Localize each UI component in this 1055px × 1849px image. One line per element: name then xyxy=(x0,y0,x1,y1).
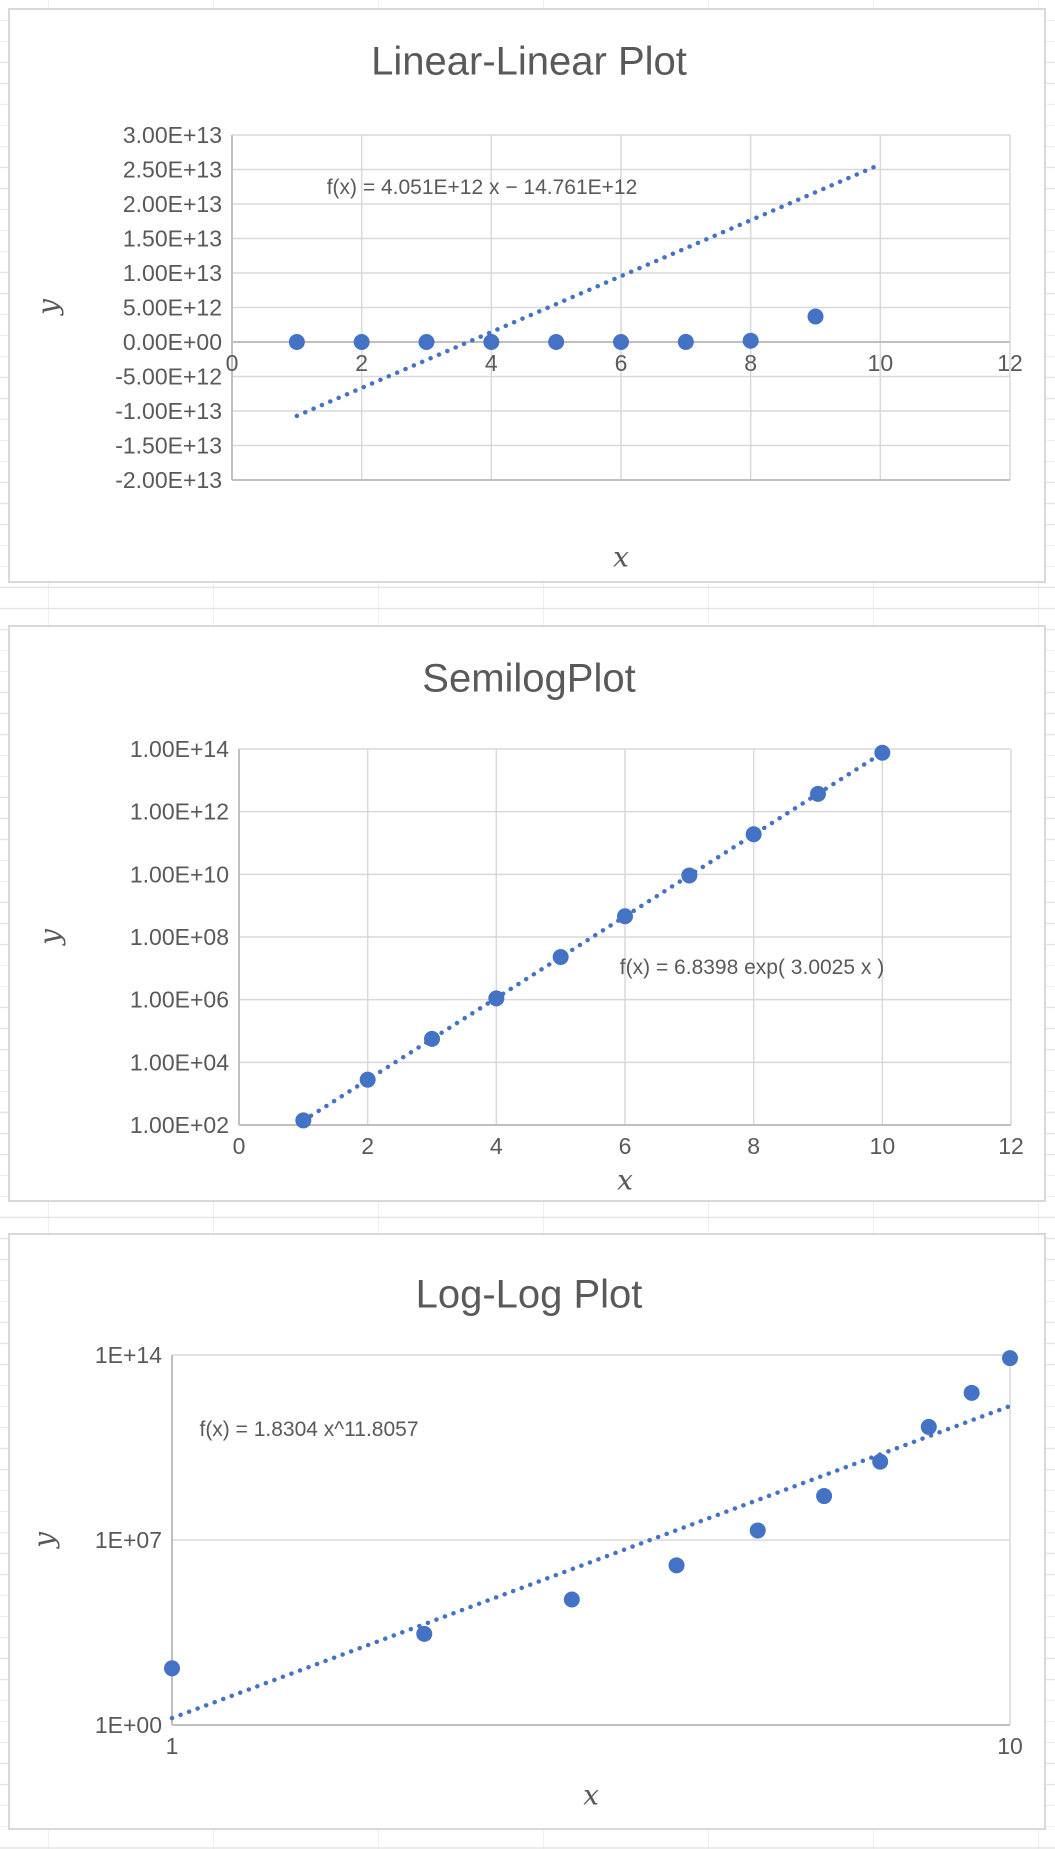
x-tick-label: 10 xyxy=(868,350,894,376)
trendline-equation: f(x) = 4.051E+12 x − 14.761E+12 xyxy=(326,176,638,199)
y-tick-label: 5.00E+12 xyxy=(123,295,222,321)
y-tick-label: -1.00E+13 xyxy=(115,398,222,424)
y-tick-label: 1.00E+08 xyxy=(130,924,229,950)
trendline[interactable] xyxy=(301,750,885,1123)
data-point[interactable] xyxy=(353,334,370,350)
chart-loglog[interactable]: 1E+14 1E+07 1E+00 1 10 Log-Log Plot f(x) = 1… xyxy=(8,1233,1046,1830)
data-point[interactable] xyxy=(1002,1350,1018,1367)
data-point[interactable] xyxy=(872,1453,889,1470)
data-point[interactable] xyxy=(874,744,891,761)
y-tick-label: 1.00E+14 xyxy=(130,736,229,762)
data-point[interactable] xyxy=(548,333,565,350)
x-tick-label: 12 xyxy=(997,350,1023,376)
y-tick-label: 1.00E+06 xyxy=(130,987,229,1013)
y-axis-title: y xyxy=(31,299,65,315)
data-point[interactable] xyxy=(920,1418,937,1435)
chart-semilog[interactable]: 1.00E+14 1.00E+12 1.00E+10 1.00E+08 1.00E+06… xyxy=(8,625,1046,1202)
y-axis-title: y xyxy=(27,1532,61,1548)
chart-title: Log-Log Plot xyxy=(415,1272,643,1317)
trendline-equation: f(x) = 6.8398 exp( 3.0025 x ) xyxy=(619,956,885,979)
data-point[interactable] xyxy=(749,1522,766,1539)
y-tick-label: 1.00E+12 xyxy=(130,799,229,825)
y-tick-label: 1E+00 xyxy=(95,1712,162,1738)
x-tick-label: 1 xyxy=(166,1733,179,1759)
y-tick-label: 1.50E+13 xyxy=(123,226,222,252)
x-tick-label: 12 xyxy=(998,1133,1024,1159)
x-tick-label: 4 xyxy=(490,1133,503,1159)
x-tick-label: 4 xyxy=(485,350,498,376)
data-point[interactable] xyxy=(613,333,629,350)
data-point[interactable] xyxy=(416,1625,433,1642)
y-tick-label: 1E+14 xyxy=(95,1342,162,1368)
x-tick-label: 0 xyxy=(233,1133,246,1159)
x-tick-label: 10 xyxy=(870,1133,896,1159)
y-tick-label: -1.50E+13 xyxy=(115,433,222,459)
data-point[interactable] xyxy=(681,867,698,884)
x-tick-label: 10 xyxy=(997,1733,1023,1759)
trendline[interactable] xyxy=(169,1403,1013,1721)
y-tick-label: 1.00E+04 xyxy=(130,1049,229,1075)
x-tick-label: 2 xyxy=(355,350,368,376)
y-tick-label: 1E+07 xyxy=(95,1527,162,1553)
chart-linear-linear[interactable]: 3.00E+13 2.50E+13 2.00E+13 1.50E+13 1.00E+13… xyxy=(8,8,1046,583)
x-axis-title: x xyxy=(617,1163,633,1197)
plot-area-loglog[interactable]: 1E+14 1E+07 1E+001 10 xyxy=(10,1235,1044,1828)
y-tick-label: 3.00E+13 xyxy=(123,122,222,148)
x-tick-label: 6 xyxy=(619,1133,632,1159)
y-tick-label: -2.00E+13 xyxy=(115,467,222,493)
data-point[interactable] xyxy=(359,1071,376,1088)
data-point[interactable] xyxy=(164,1660,180,1677)
trendline-equation: f(x) = 1.8304 x^11.8057 xyxy=(199,1418,419,1441)
data-point[interactable] xyxy=(483,334,500,350)
y-tick-label: 2.00E+13 xyxy=(123,191,222,217)
x-axis-title: x xyxy=(613,540,629,574)
x-tick-label: 2 xyxy=(361,1133,374,1159)
data-point[interactable] xyxy=(677,333,694,350)
y-tick-label: 1.00E+10 xyxy=(130,861,229,887)
y-axis-title: y xyxy=(33,929,67,945)
data-point[interactable] xyxy=(617,908,633,925)
data-point[interactable] xyxy=(552,948,569,965)
x-tick-label: 8 xyxy=(747,1133,760,1159)
y-tick-label: 1.00E+13 xyxy=(123,260,222,286)
plot-area-semilog[interactable]: 1.00E+14 1.00E+12 1.00E+10 1.00E+08 1.00E+06… xyxy=(10,627,1044,1200)
data-point[interactable] xyxy=(807,308,824,325)
data-point[interactable] xyxy=(668,1557,685,1574)
x-tick-label: 8 xyxy=(744,350,757,376)
data-point[interactable] xyxy=(963,1384,980,1401)
x-axis-title: x xyxy=(583,1778,599,1812)
data-point[interactable] xyxy=(810,785,826,802)
data-point[interactable] xyxy=(288,334,305,350)
trendline[interactable] xyxy=(294,162,883,419)
plot-area-linear[interactable]: 3.00E+13 2.50E+13 2.00E+13 1.50E+13 1.00E+13… xyxy=(10,10,1044,581)
data-point[interactable] xyxy=(742,332,759,349)
y-tick-label: 0.00E+00 xyxy=(123,329,222,355)
chart-title: Linear-Linear Plot xyxy=(371,39,687,84)
data-point[interactable] xyxy=(418,334,435,350)
x-tick-label: 0 xyxy=(226,350,239,376)
data-point[interactable] xyxy=(563,1591,580,1608)
data-point[interactable] xyxy=(295,1112,312,1129)
x-tick-label: 6 xyxy=(615,350,628,376)
data-point[interactable] xyxy=(424,1030,440,1047)
data-point[interactable] xyxy=(745,826,762,843)
y-tick-label: 1.00E+02 xyxy=(130,1112,229,1138)
data-point[interactable] xyxy=(488,990,505,1007)
y-tick-label: 2.50E+13 xyxy=(123,157,222,183)
y-tick-label: -5.00E+12 xyxy=(115,364,222,390)
chart-title: SemilogPlot xyxy=(422,656,636,701)
data-point[interactable] xyxy=(816,1488,833,1505)
